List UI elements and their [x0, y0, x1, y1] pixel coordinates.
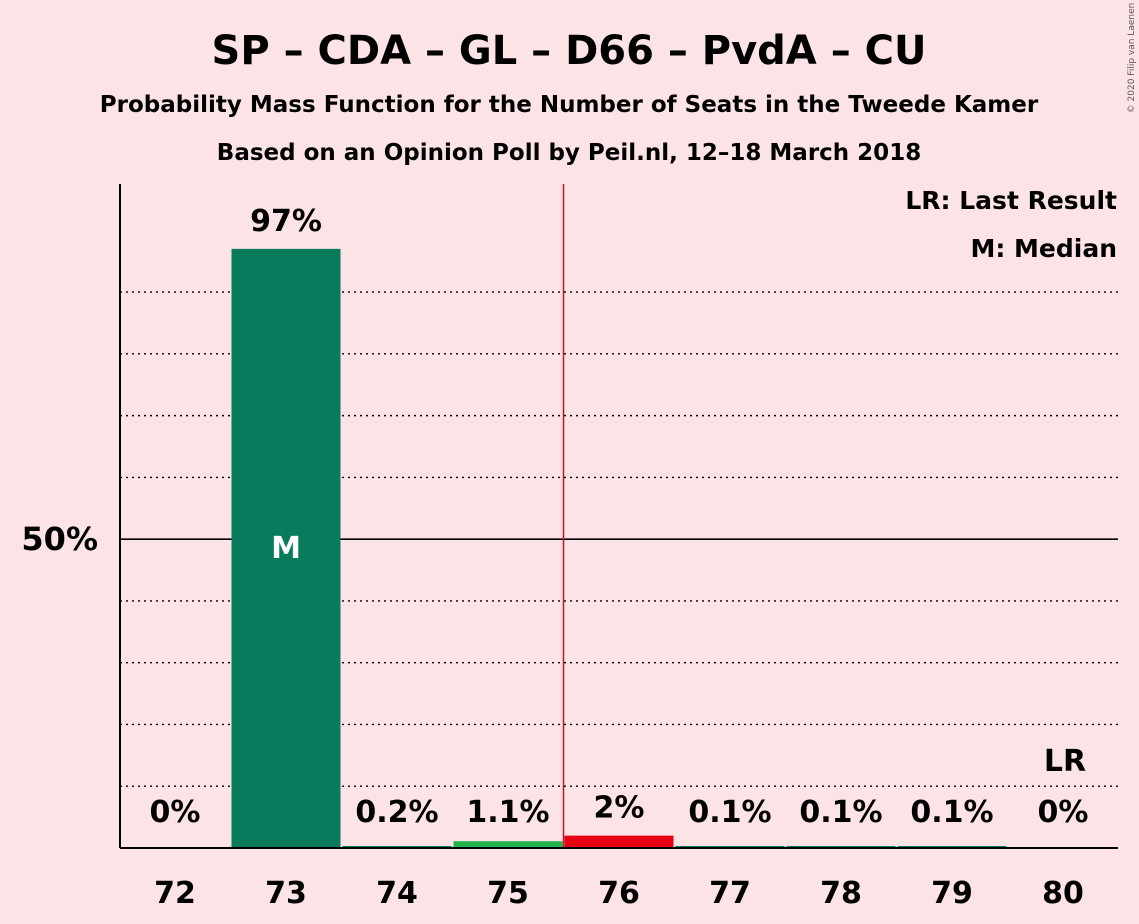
x-tick-label-75: 75 — [487, 876, 529, 911]
plot-area: 50% 0% 72 97% 73 0.2% 74 1.1% 75 2% 76 0.1% 77 0.1% 78… — [21, 184, 1118, 911]
y-tick-label: 50% — [21, 520, 98, 558]
bar-76 — [564, 835, 674, 848]
bar-75 — [453, 841, 563, 848]
x-tick-label-76: 76 — [598, 876, 640, 911]
legend-median: M: Median — [970, 234, 1117, 263]
data-label-79: 0.1% — [910, 795, 993, 830]
x-tick-label-73: 73 — [265, 876, 307, 911]
x-tick-label-80: 80 — [1042, 876, 1084, 911]
legend-last-result: LR: Last Result — [905, 186, 1117, 215]
chart-title: SP – CDA – GL – D66 – PvdA – CU — [212, 28, 927, 74]
x-tick-label-79: 79 — [931, 876, 973, 911]
data-label-78: 0.1% — [799, 795, 882, 830]
last-result-marker: LR — [1044, 744, 1086, 779]
data-label-77: 0.1% — [688, 795, 771, 830]
median-marker: M — [271, 531, 301, 566]
x-tick-label-78: 78 — [820, 876, 862, 911]
copyright-credit: © 2020 Filip van Laenen — [1127, 3, 1137, 114]
data-label-75: 1.1% — [466, 795, 549, 830]
data-label-72: 0% — [150, 795, 201, 830]
chart-subtitle: Probability Mass Function for the Number… — [100, 92, 1039, 118]
data-label-80: 0% — [1038, 795, 1089, 830]
x-tick-label-72: 72 — [154, 876, 196, 911]
bar-73 — [231, 248, 341, 848]
data-label-73: 97% — [250, 204, 322, 239]
data-label-76: 2% — [594, 791, 645, 826]
chart-subtitle-poll: Based on an Opinion Poll by Peil.nl, 12–… — [217, 140, 921, 166]
data-label-74: 0.2% — [355, 795, 438, 830]
x-tick-label-74: 74 — [376, 876, 418, 911]
x-tick-label-77: 77 — [709, 876, 751, 911]
